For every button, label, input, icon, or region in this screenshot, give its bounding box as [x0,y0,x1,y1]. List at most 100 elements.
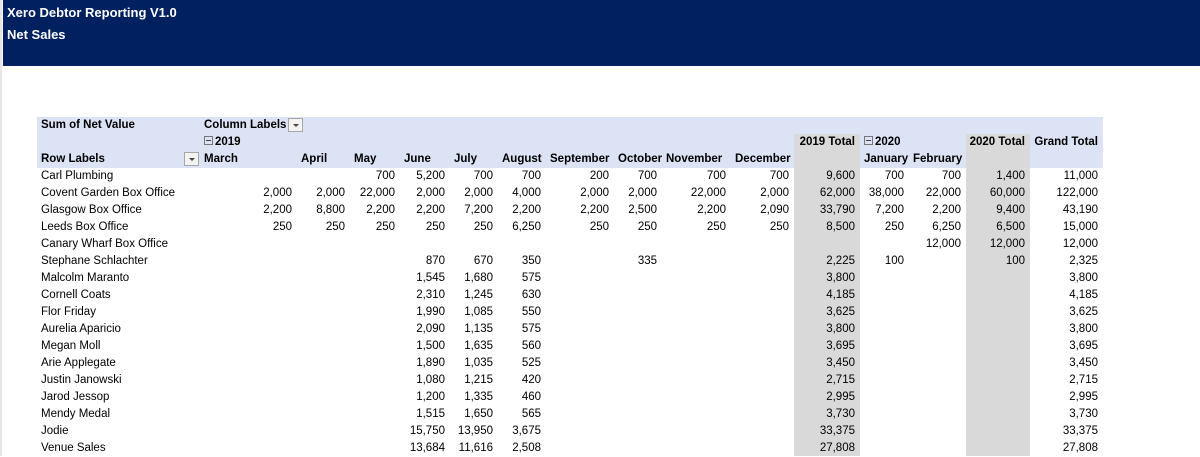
cell: 250 [769,221,789,233]
cell: 8,500 [826,221,855,233]
cell: 2,200 [512,204,541,216]
value-label: Sum of Net Value [41,119,135,131]
cell: 2,000 [316,187,345,199]
cell: 700 [706,170,726,182]
cell: 2,310 [416,289,445,301]
cell: 122,000 [1056,187,1098,199]
cell: 3,450 [1069,357,1098,369]
total-header: 2020 Total [969,136,1025,148]
month-header: July [454,153,478,165]
row-label: Mendy Medal [41,408,111,420]
cell: 2,200 [416,204,445,216]
cell: 15,000 [1062,221,1098,233]
cell: 33,375 [1062,425,1098,437]
cell: 700 [375,170,395,182]
month-header: December [735,153,791,165]
cell: 700 [884,170,904,182]
total-header: Grand Total [1034,136,1098,148]
cell: 3,800 [826,272,855,284]
cell: 6,500 [996,221,1025,233]
cell: 13,684 [409,442,445,454]
cell: 2,715 [1069,374,1098,386]
row-label: Carl Plumbing [41,170,114,182]
cell: 1,545 [416,272,445,284]
row-label: Leeds Box Office [41,221,129,233]
row-labels: Row Labels [41,153,105,165]
month-header: September [550,153,610,165]
cell: 2,090 [760,204,789,216]
cell: 4,000 [512,187,541,199]
row-label: Cornell Coats [41,289,111,301]
cell: 33,790 [819,204,855,216]
cell: 100 [884,255,904,267]
row-label: Glasgow Box Office [41,204,142,216]
cell: 38,000 [868,187,904,199]
cell: 2,090 [416,323,445,335]
cell: 6,250 [932,221,961,233]
month-header: May [354,153,377,165]
cell: 1,135 [464,323,493,335]
cell: 9,400 [996,204,1025,216]
cell: 2,000 [580,187,609,199]
collapse-button[interactable] [204,136,213,146]
collapse-button[interactable] [864,136,873,146]
cell: 560 [521,340,541,352]
row-label: Aurelia Aparicio [41,323,121,335]
cell: 525 [521,357,541,369]
cell: 350 [521,255,541,267]
row-gutter [0,0,2,456]
column-filter-button[interactable] [288,118,303,132]
cell: 9,600 [826,170,855,182]
cell: 200 [589,170,609,182]
cell: 575 [521,323,541,335]
cell: 12,000 [1062,238,1098,250]
cell: 3,800 [1069,272,1098,284]
row-label: Malcolm Maranto [41,272,130,284]
cell: 8,800 [316,204,345,216]
row-label: Justin Janowski [41,374,122,386]
cell: 7,200 [875,204,904,216]
cell: 700 [769,170,789,182]
cell: 60,000 [989,187,1025,199]
cell: 27,808 [819,442,855,454]
month-header: April [301,153,328,165]
cell: 2,995 [1069,391,1098,403]
cell: 1,035 [464,357,493,369]
cell: 2,000 [628,187,657,199]
month-header: August [502,153,542,165]
cell: 3,800 [826,323,855,335]
cell: 2,508 [512,442,541,454]
cell: 27,808 [1062,442,1098,454]
row-label: Venue Sales [41,442,106,454]
cell: 1,635 [464,340,493,352]
cell: 670 [473,255,493,267]
month-header: November [666,153,723,165]
cell: 1,890 [416,357,445,369]
cell: 2,225 [826,255,855,267]
cell: 2,200 [366,204,395,216]
cell: 250 [706,221,726,233]
row-label: Jarod Jessop [41,391,110,403]
cell: 1,200 [416,391,445,403]
cell: 2,000 [416,187,445,199]
cell: 3,695 [826,340,855,352]
cell: 33,375 [819,425,855,437]
cell: 1,335 [464,391,493,403]
row-label: Megan Moll [41,340,101,352]
row-filter-button[interactable] [184,152,199,166]
cell: 250 [425,221,445,233]
cell: 575 [521,272,541,284]
cell: 2,995 [826,391,855,403]
cell: 3,625 [1069,306,1098,318]
cell: 7,200 [464,204,493,216]
header-band [37,117,1103,168]
cell: 335 [637,255,657,267]
cell: 2,000 [760,187,789,199]
cell: 630 [521,289,541,301]
cell: 700 [637,170,657,182]
row-label: Canary Wharf Box Office [41,238,168,250]
cell: 420 [521,374,541,386]
cell: 250 [884,221,904,233]
cell: 3,730 [826,408,855,420]
cell: 3,695 [1069,340,1098,352]
